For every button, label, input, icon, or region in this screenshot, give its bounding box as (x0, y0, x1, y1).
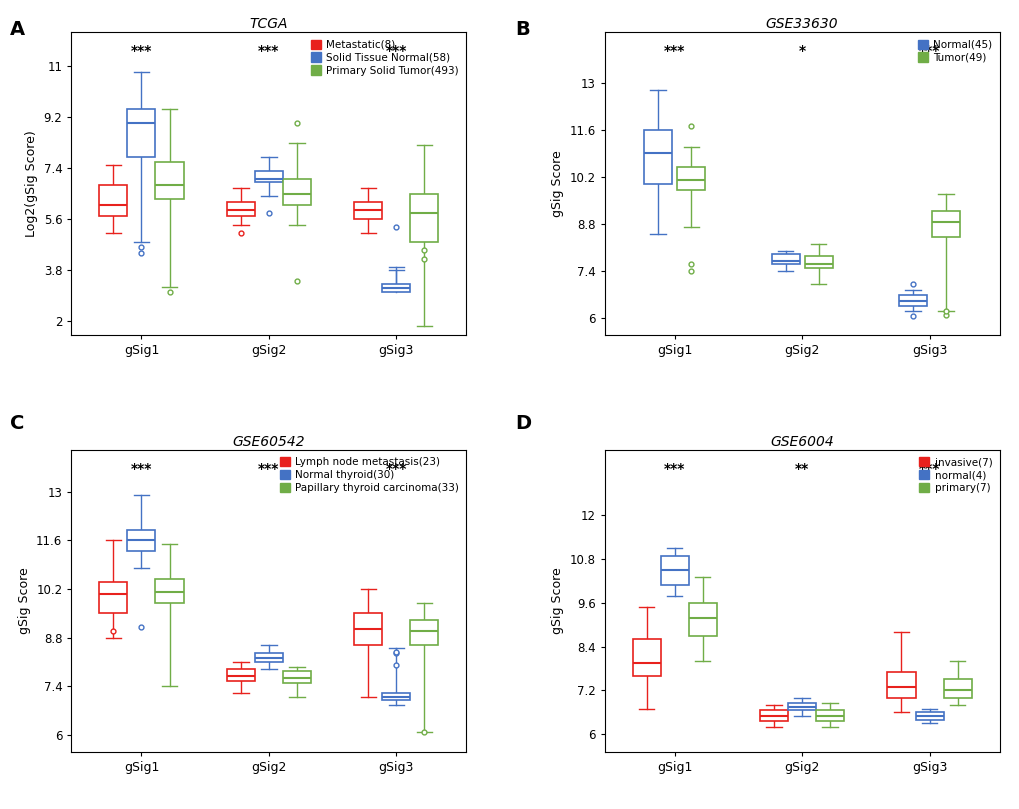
Text: ***: *** (663, 44, 685, 58)
Bar (887, 672, 915, 697)
Text: *: * (798, 44, 805, 58)
Bar (660, 556, 688, 585)
Text: ***: *** (385, 462, 407, 476)
Text: A: A (10, 20, 25, 39)
Text: D: D (515, 414, 531, 433)
Bar (643, 129, 672, 184)
Bar (931, 210, 959, 237)
Y-axis label: gSig Score: gSig Score (550, 568, 564, 634)
Bar (410, 621, 438, 645)
Legend: Lymph node metastasis(23), Normal thyroid(30), Papillary thyroid carcinoma(33): Lymph node metastasis(23), Normal thyroi… (277, 455, 461, 495)
Bar (804, 256, 832, 268)
Y-axis label: Log2(gSig Score): Log2(gSig Score) (25, 130, 38, 237)
Bar (354, 613, 382, 645)
Bar (99, 185, 127, 216)
Bar (632, 639, 660, 676)
Bar (99, 582, 127, 613)
Text: ***: *** (918, 462, 940, 476)
Bar (688, 603, 716, 636)
Bar (898, 294, 926, 307)
Title: TCGA: TCGA (250, 17, 287, 32)
Y-axis label: gSig Score: gSig Score (17, 568, 31, 634)
Bar (759, 710, 788, 722)
Bar (770, 254, 799, 265)
Bar (155, 163, 183, 199)
Legend: Normal(45), Tumor(49): Normal(45), Tumor(49) (915, 37, 994, 65)
Bar (677, 167, 704, 190)
Text: **: ** (794, 462, 808, 476)
Title: GSE33630: GSE33630 (765, 17, 838, 32)
Bar (382, 284, 410, 293)
Bar (410, 193, 438, 242)
Text: ***: *** (258, 44, 279, 58)
Bar (915, 712, 943, 719)
Bar (354, 202, 382, 219)
Legend: invasive(7), normal(4), primary(7): invasive(7), normal(4), primary(7) (916, 455, 994, 495)
Text: ***: *** (663, 462, 685, 476)
Text: C: C (10, 414, 24, 433)
Y-axis label: gSig Score: gSig Score (550, 150, 564, 217)
Bar (127, 530, 155, 551)
Bar (226, 669, 255, 681)
Bar (155, 578, 183, 603)
Bar (255, 653, 282, 662)
Bar (815, 710, 844, 722)
Bar (226, 202, 255, 216)
Text: B: B (515, 20, 529, 39)
Title: GSE60542: GSE60542 (232, 434, 305, 449)
Bar (943, 680, 971, 697)
Text: ***: *** (130, 44, 152, 58)
Bar (127, 108, 155, 157)
Bar (255, 171, 282, 182)
Bar (282, 671, 311, 683)
Text: ***: *** (130, 462, 152, 476)
Text: ***: *** (385, 44, 407, 58)
Bar (788, 703, 815, 710)
Legend: Metastatic(8), Solid Tissue Normal(58), Primary Solid Tumor(493): Metastatic(8), Solid Tissue Normal(58), … (309, 37, 461, 78)
Bar (382, 693, 410, 701)
Title: GSE6004: GSE6004 (769, 434, 834, 449)
Text: ***: *** (918, 44, 940, 58)
Text: ***: *** (258, 462, 279, 476)
Bar (282, 180, 311, 205)
